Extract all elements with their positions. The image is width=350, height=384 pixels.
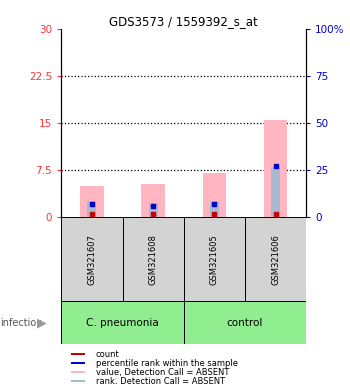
Text: GSM321605: GSM321605 <box>210 234 219 285</box>
Bar <box>141 184 165 217</box>
Text: control: control <box>227 318 263 328</box>
Text: GSM321607: GSM321607 <box>88 234 96 285</box>
Bar <box>184 217 245 301</box>
Text: GSM321608: GSM321608 <box>149 234 158 285</box>
Bar <box>245 217 306 301</box>
Bar <box>80 185 104 217</box>
Bar <box>61 301 184 344</box>
Bar <box>122 217 184 301</box>
Text: rank, Detection Call = ABSENT: rank, Detection Call = ABSENT <box>96 377 225 384</box>
Bar <box>71 362 84 364</box>
Text: value, Detection Call = ABSENT: value, Detection Call = ABSENT <box>96 368 229 377</box>
Text: percentile rank within the sample: percentile rank within the sample <box>96 359 238 368</box>
Text: ▶: ▶ <box>37 316 46 329</box>
Bar <box>88 201 96 217</box>
Title: GDS3573 / 1559392_s_at: GDS3573 / 1559392_s_at <box>109 15 258 28</box>
Text: count: count <box>96 349 119 359</box>
Bar <box>71 371 84 373</box>
Bar <box>71 381 84 382</box>
Text: infection: infection <box>0 318 43 328</box>
Text: GSM321606: GSM321606 <box>271 234 280 285</box>
Bar <box>210 201 219 217</box>
Bar <box>264 120 287 217</box>
Bar <box>149 203 158 217</box>
Bar <box>184 301 306 344</box>
Bar <box>271 167 280 217</box>
Bar <box>61 217 122 301</box>
Text: C. pneumonia: C. pneumonia <box>86 318 159 328</box>
Bar <box>71 353 84 355</box>
Bar <box>203 173 226 217</box>
